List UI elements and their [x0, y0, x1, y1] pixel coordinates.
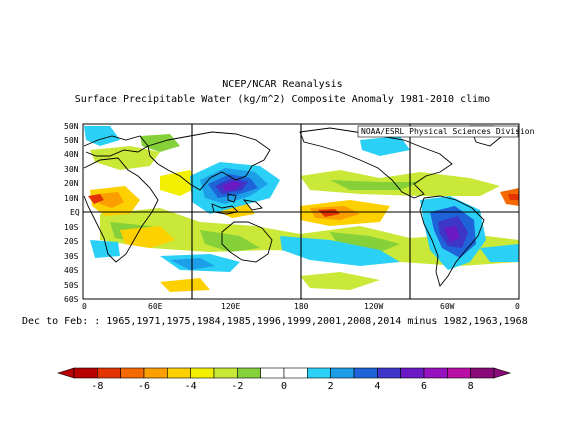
anomaly-region	[318, 209, 340, 217]
colorbar-right-arrow	[493, 367, 512, 379]
anomaly-region	[90, 146, 160, 170]
colorbar-swatch	[447, 367, 471, 379]
colorbar-swatch	[237, 367, 261, 379]
anomaly-region	[222, 181, 242, 191]
lat-label: 30S	[64, 252, 79, 261]
colorbar-swatch	[470, 367, 495, 379]
colorbar-swatch	[213, 367, 238, 379]
anomaly-region	[160, 278, 210, 292]
coastline-islands	[242, 199, 263, 211]
anomaly-region	[90, 240, 120, 258]
lon-label: 120E	[221, 302, 240, 311]
anomaly-region	[100, 208, 519, 266]
coastline-south-america	[419, 195, 485, 287]
anomaly-region	[84, 126, 120, 146]
composite-caption: Dec to Feb: : 1965,1971,1975,1984,1985,1…	[22, 316, 528, 327]
lat-label: 50N	[64, 136, 79, 145]
lat-label: 60S	[64, 295, 79, 304]
lat-label: 40N	[64, 150, 79, 159]
colorbar-swatch	[120, 367, 145, 379]
colorbar-label: 6	[421, 381, 427, 392]
anomaly-region	[98, 192, 124, 208]
lon-label: 0	[82, 302, 87, 311]
colorbar-swatch	[423, 367, 448, 379]
lon-label: 60E	[148, 302, 163, 311]
coastline-asia	[147, 131, 271, 191]
colorbar-swatch	[283, 367, 308, 379]
coastlines	[83, 125, 503, 287]
colorbar-label: -8	[91, 381, 103, 392]
coastline-north-america	[299, 127, 453, 199]
credit-box	[357, 125, 519, 138]
anomaly-region	[360, 136, 410, 156]
map-frame	[82, 123, 520, 300]
lat-label: 20S	[64, 237, 79, 246]
coastline-australia	[221, 221, 273, 263]
colorbar-label: -2	[231, 381, 243, 392]
credit-text: NOAA/ESRL Physical Sciences Division	[361, 127, 535, 136]
lat-label: 50S	[64, 281, 79, 290]
lon-label: 180	[294, 302, 309, 311]
anomaly-region	[330, 180, 420, 190]
title-line-2: Surface Precipitable Water (kg/m^2) Comp…	[74, 94, 491, 105]
colorbar-label: 0	[281, 381, 287, 392]
lat-label: 50N	[64, 122, 79, 131]
lon-label: 0	[515, 302, 520, 311]
colorbar-swatch	[143, 367, 168, 379]
colorbar-left-arrow	[56, 367, 75, 379]
colorbar-swatch	[73, 367, 98, 379]
anomaly-region	[300, 272, 380, 290]
anomaly-field	[84, 126, 519, 292]
colorbar-swatch	[330, 367, 355, 379]
colorbar-swatch	[377, 367, 401, 379]
lat-label: 30N	[64, 165, 79, 174]
lat-label: 10N	[64, 194, 79, 203]
anomaly-region	[444, 226, 460, 242]
colorbar-label: -4	[185, 381, 197, 392]
anomaly-region	[88, 194, 104, 204]
lat-label: 10S	[64, 223, 79, 232]
lat-label: 40S	[64, 266, 79, 275]
colorbar-swatch	[400, 367, 425, 379]
title-line-1: NCEP/NCAR Reanalysis	[222, 79, 343, 90]
colorbar-swatch	[353, 367, 378, 379]
anomaly-region	[508, 194, 519, 200]
coastline-africa	[83, 157, 159, 263]
colorbar-label: 8	[468, 381, 474, 392]
anomaly-region	[200, 230, 260, 252]
lat-label: EQ	[70, 208, 80, 217]
latitude-labels: 50N 50N 40N 30N 20N 10N EQ 10S 20S 30S 4…	[64, 122, 80, 304]
anomaly-region	[140, 134, 180, 152]
lon-label: 120W	[364, 302, 383, 311]
longitude-labels: 0 60E 120E 180 120W 60W 0	[82, 302, 520, 311]
colorbar-swatch	[167, 367, 191, 379]
colorbar-swatch	[307, 367, 331, 379]
colorbar-swatch	[97, 367, 121, 379]
colorbar: -8 -6 -4 -2 0 2 4 6 8	[56, 367, 512, 392]
colorbar-label: 2	[328, 381, 334, 392]
anomaly-region	[120, 226, 175, 248]
grid-lines	[83, 124, 519, 299]
anomaly-region	[160, 170, 200, 196]
coastline-islands	[227, 193, 237, 203]
colorbar-label: -6	[138, 381, 150, 392]
anomaly-region	[480, 244, 519, 262]
colorbar-swatch	[260, 367, 285, 379]
colorbar-label: 4	[374, 381, 380, 392]
lon-label: 60W	[440, 302, 455, 311]
lat-label: 20N	[64, 179, 79, 188]
anomaly-region	[280, 236, 400, 266]
colorbar-swatch	[190, 367, 215, 379]
